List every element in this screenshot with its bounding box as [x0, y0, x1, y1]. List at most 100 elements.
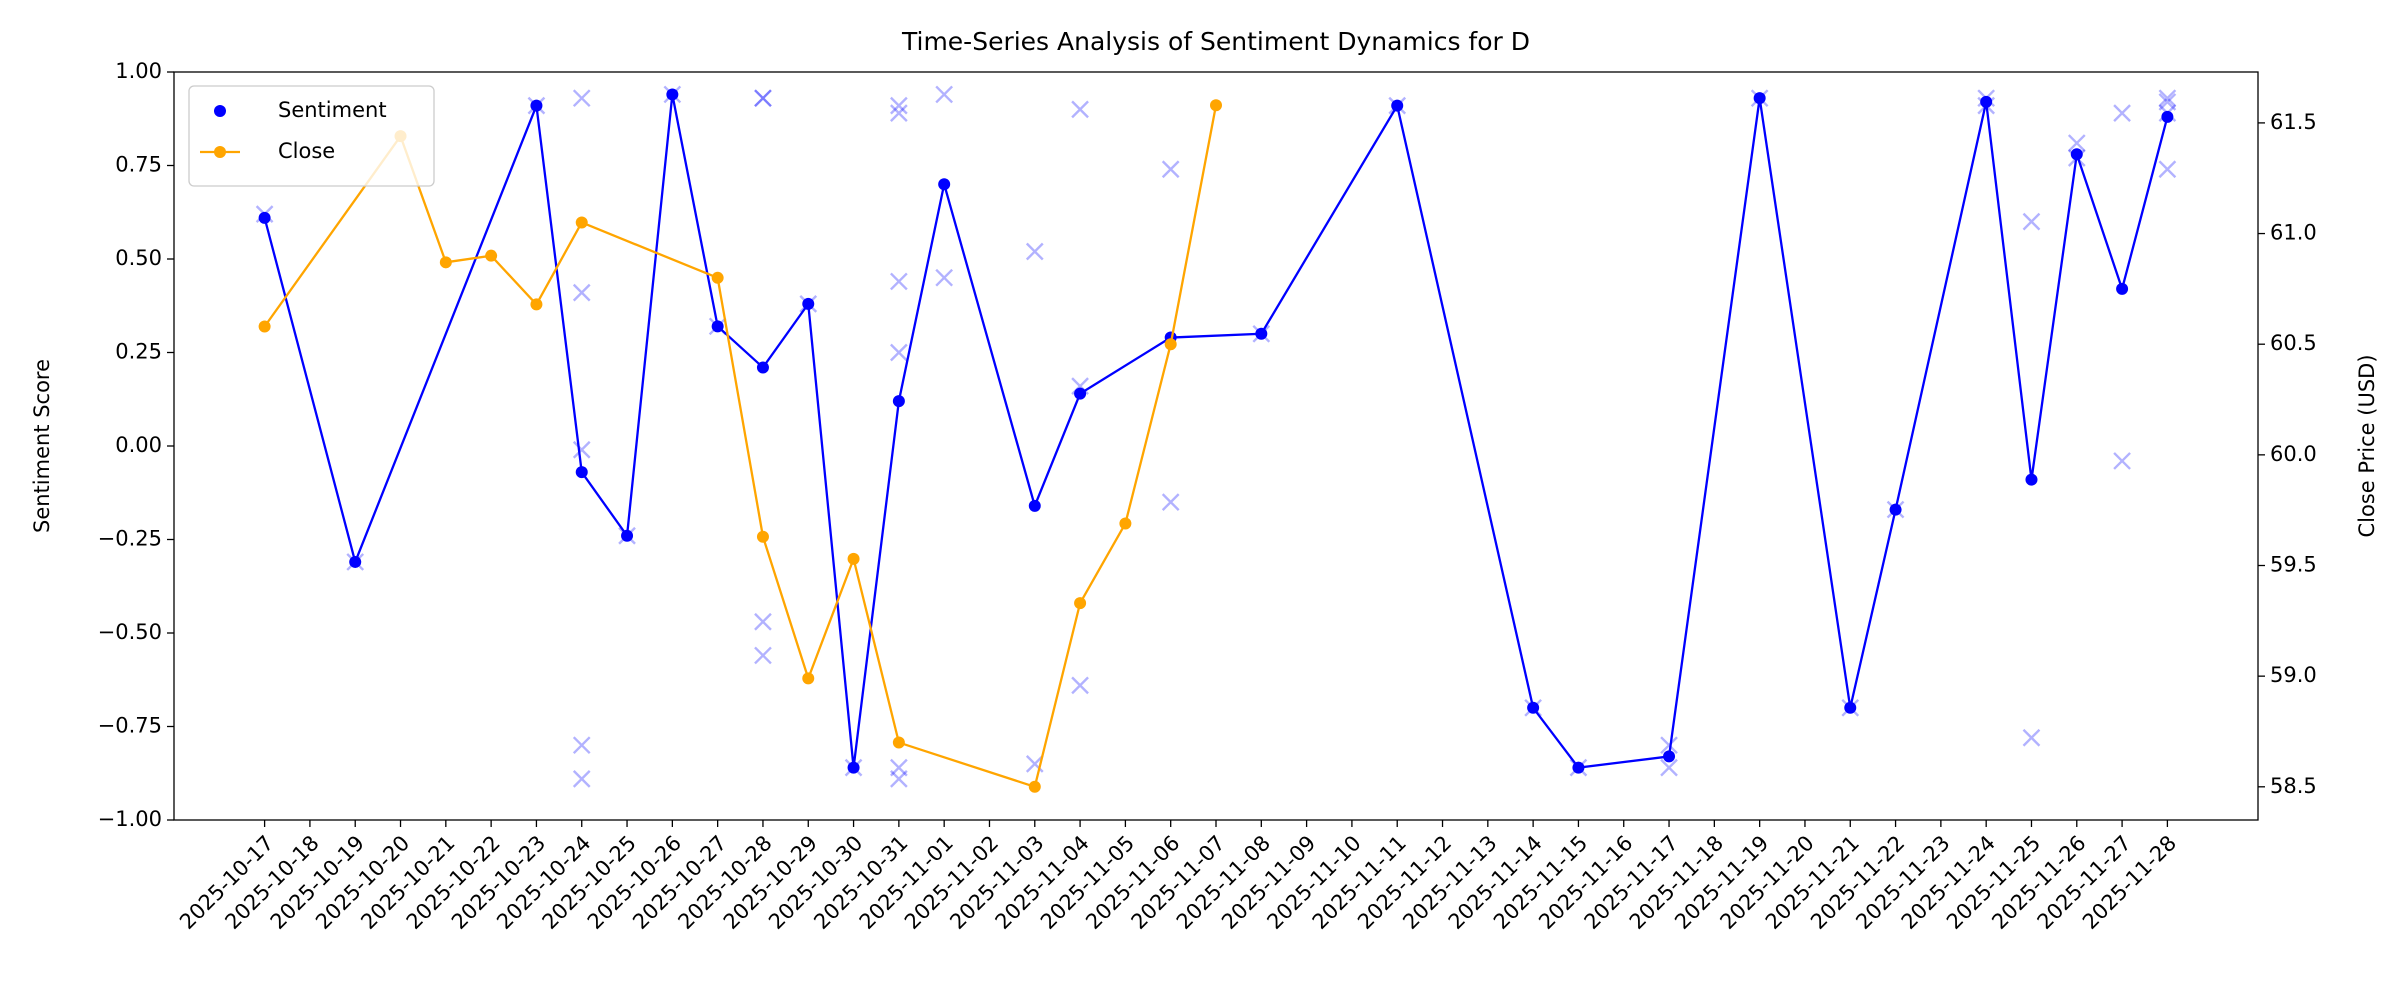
- y2-tick-label: 58.5: [2270, 774, 2317, 798]
- y2-tick-label: 61.5: [2270, 110, 2317, 134]
- x-marker: [754, 89, 772, 108]
- x-marker: [890, 104, 908, 122]
- x-marker: [1071, 100, 1089, 119]
- x-marker: [1660, 758, 1678, 777]
- plot-area: [255, 85, 2177, 793]
- x-marker: [2158, 160, 2177, 179]
- x-marker: [572, 440, 591, 459]
- x-marker: [1161, 493, 1180, 511]
- data-point: [2025, 473, 2038, 486]
- x-marker: [1071, 676, 1089, 695]
- legend-marker: [214, 146, 226, 158]
- data-point: [892, 395, 905, 408]
- y-tick-label: 0.75: [115, 153, 162, 177]
- data-point: [258, 211, 271, 224]
- legend-box: [188, 85, 435, 187]
- data-point: [439, 256, 452, 269]
- data-point: [1391, 99, 1404, 112]
- y2-axis-label: Close Price (USD): [2355, 354, 2379, 537]
- x-marker: [2158, 93, 2177, 111]
- data-point: [575, 216, 588, 229]
- y-tick-label: −0.75: [98, 714, 162, 738]
- x-marker: [935, 268, 954, 287]
- series-line: [263, 104, 1218, 789]
- x-marker: [2113, 104, 2131, 122]
- x-marker: [754, 646, 772, 665]
- legend-label: Close: [278, 139, 335, 163]
- data-point: [1255, 327, 1268, 340]
- data-point: [756, 361, 769, 374]
- x-marker: [2113, 452, 2131, 470]
- data-point: [1028, 499, 1041, 512]
- x-marker: [572, 770, 591, 788]
- data-point: [847, 552, 860, 565]
- x-marker: [1025, 242, 1044, 261]
- y2-tick-label: 59.5: [2270, 553, 2317, 577]
- x-marker: [890, 758, 908, 777]
- data-point: [802, 672, 815, 685]
- data-point: [621, 529, 634, 542]
- x-marker: [2022, 728, 2041, 747]
- plot-frame: [173, 71, 2259, 821]
- x-marker: [890, 343, 908, 362]
- data-point: [1980, 95, 1993, 108]
- data-point: [530, 99, 543, 112]
- x-marker: [1660, 736, 1678, 755]
- data-point: [711, 271, 724, 284]
- y2-tick-label: 60.5: [2270, 331, 2317, 355]
- x-marker: [572, 89, 591, 108]
- data-point: [1663, 750, 1676, 763]
- data-point: [666, 88, 679, 101]
- data-point: [892, 736, 905, 749]
- data-point: [1889, 503, 1902, 516]
- line-series: [258, 99, 1222, 793]
- x-marker: [890, 770, 908, 788]
- x-marker: [935, 85, 954, 104]
- legend-label: Sentiment: [278, 98, 387, 122]
- y-tick-label: 1.00: [115, 59, 162, 83]
- data-point: [1164, 338, 1177, 351]
- data-point: [1572, 761, 1585, 774]
- data-point: [1028, 780, 1041, 793]
- data-point: [802, 297, 815, 310]
- y-axis-label: Sentiment Score: [30, 359, 54, 533]
- x-marker: [2022, 212, 2041, 231]
- data-point: [2070, 148, 2083, 161]
- data-point: [258, 320, 271, 333]
- x-marker: [2067, 134, 2086, 152]
- y-tick-label: −1.00: [98, 807, 162, 831]
- data-point: [485, 249, 498, 262]
- y-tick-label: −0.50: [98, 620, 162, 644]
- series-line: [263, 94, 2169, 769]
- data-point: [1210, 99, 1222, 112]
- data-point: [1074, 387, 1087, 400]
- data-point: [1119, 517, 1132, 530]
- y-tick-label: −0.25: [98, 527, 162, 551]
- x-marker: [754, 612, 772, 631]
- x-marker: [572, 736, 591, 755]
- data-point: [2116, 282, 2129, 295]
- legend-marker: [214, 105, 226, 117]
- data-point: [530, 298, 543, 311]
- data-point: [1844, 701, 1857, 714]
- y2-tick-label: 60.0: [2270, 442, 2317, 466]
- data-point: [1527, 701, 1540, 714]
- data-point: [847, 761, 860, 774]
- y2-tick-label: 61.0: [2270, 221, 2317, 245]
- x-marker: [890, 272, 908, 291]
- data-point: [1074, 597, 1087, 610]
- x-marker: [754, 89, 772, 108]
- y2-tick-label: 59.0: [2270, 663, 2317, 687]
- x-marker: [572, 283, 591, 302]
- y-tick-label: 0.25: [115, 340, 162, 364]
- x-marker: [2158, 89, 2177, 108]
- chart-title: Time-Series Analysis of Sentiment Dynami…: [901, 27, 1530, 56]
- x-marker: [890, 96, 908, 115]
- y-tick-label: 0.00: [115, 433, 162, 457]
- data-point: [2161, 110, 2174, 123]
- data-point: [575, 466, 588, 479]
- x-marker: [1161, 160, 1180, 179]
- data-point: [1753, 92, 1766, 105]
- data-point: [349, 555, 362, 568]
